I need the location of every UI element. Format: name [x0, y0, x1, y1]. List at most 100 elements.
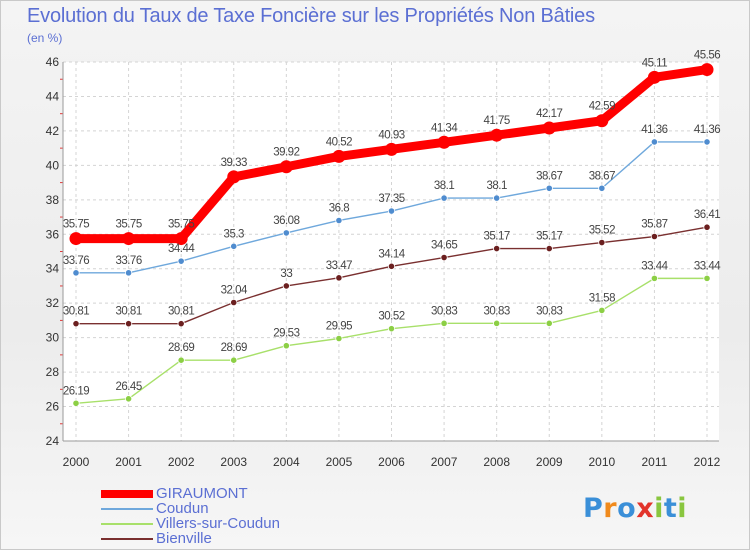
data-label: 38.67 — [536, 170, 562, 182]
data-point — [598, 306, 606, 315]
data-label: 42.17 — [536, 108, 562, 120]
data-point — [440, 319, 448, 327]
data-point — [595, 114, 609, 128]
data-point — [124, 269, 133, 277]
data-point — [650, 274, 659, 282]
y-tick-label: 30 — [46, 331, 60, 345]
data-point — [490, 128, 504, 142]
data-label: 39.92 — [273, 147, 299, 159]
x-tick-label: 2005 — [326, 455, 353, 469]
x-tick-label: 2011 — [642, 455, 668, 469]
y-tick-label: 26 — [46, 400, 60, 414]
data-point — [545, 184, 553, 192]
data-label: 35.75 — [168, 219, 194, 231]
x-tick-label: 2004 — [273, 455, 300, 469]
data-label: 41.36 — [641, 124, 667, 136]
y-tick-label: 38 — [46, 193, 60, 207]
x-tick-label: 2001 — [115, 455, 142, 469]
data-point — [174, 232, 188, 246]
data-label: 41.75 — [484, 115, 510, 127]
data-label: 34.65 — [431, 240, 457, 252]
data-label: 40.52 — [326, 136, 352, 148]
data-point — [387, 325, 396, 333]
data-point — [122, 232, 136, 246]
data-label: 36.8 — [329, 202, 349, 214]
data-label: 36.08 — [273, 215, 299, 227]
data-point — [177, 257, 185, 265]
data-point — [335, 334, 343, 343]
data-point — [72, 320, 80, 328]
x-tick-label: 2010 — [588, 455, 615, 469]
y-tick-label: 28 — [46, 365, 60, 379]
data-point — [72, 269, 80, 277]
proxiti-logo: Proxiti — [583, 493, 687, 524]
legend-label: Coudun — [156, 500, 209, 517]
data-label: 34.14 — [378, 248, 405, 260]
data-label: 30.81 — [115, 306, 141, 318]
legend-swatch — [101, 537, 153, 540]
y-tick-label: 34 — [46, 262, 60, 276]
data-point — [545, 319, 553, 327]
data-point — [440, 194, 448, 202]
logo-letter: i — [677, 493, 688, 524]
data-label: 41.34 — [431, 122, 458, 134]
data-point — [230, 298, 238, 307]
data-label: 35.75 — [63, 219, 89, 231]
data-point — [700, 63, 714, 77]
data-label: 28.69 — [221, 342, 247, 354]
data-point — [282, 229, 290, 237]
data-label: 26.19 — [63, 385, 89, 397]
data-point — [230, 242, 238, 250]
legend-label: Villers-sur-Coudun — [156, 515, 280, 532]
data-point — [335, 216, 343, 225]
data-point — [493, 244, 501, 253]
x-tick-label: 2012 — [694, 455, 721, 469]
data-point — [650, 138, 659, 146]
data-point — [545, 244, 553, 253]
data-label: 38.67 — [589, 170, 615, 182]
data-label: 45.56 — [694, 50, 720, 62]
data-label: 33.76 — [115, 255, 141, 267]
data-label: 29.53 — [273, 328, 299, 340]
logo-letter: r — [603, 493, 618, 524]
data-label: 30.83 — [431, 305, 457, 317]
x-tick-label: 2000 — [63, 455, 90, 469]
data-label: 35.75 — [115, 219, 141, 231]
data-point — [703, 223, 711, 231]
data-label: 33 — [280, 268, 292, 280]
data-point — [598, 184, 606, 192]
data-label: 33.47 — [326, 260, 352, 272]
legend-label: Bienville — [156, 530, 212, 547]
data-point — [703, 138, 711, 146]
data-point — [332, 149, 346, 163]
data-point — [124, 320, 133, 328]
data-label: 38.1 — [486, 180, 506, 192]
data-point — [282, 342, 290, 350]
chart-subtitle: (en %) — [27, 31, 63, 45]
data-label: 33.44 — [641, 260, 668, 272]
logo-letter: t — [663, 493, 678, 524]
data-label: 36.41 — [694, 209, 720, 221]
data-point — [230, 356, 238, 364]
data-label: 30.52 — [378, 311, 404, 323]
y-tick-label: 42 — [46, 124, 60, 138]
data-point — [440, 253, 448, 262]
x-tick-label: 2008 — [483, 455, 510, 469]
x-tick-label: 2003 — [220, 455, 247, 469]
data-label: 26.45 — [115, 381, 141, 393]
data-point — [69, 232, 83, 246]
data-point — [598, 238, 606, 247]
x-tick-label: 2006 — [378, 455, 405, 469]
legend-swatch — [101, 489, 153, 498]
data-label: 30.83 — [536, 305, 562, 317]
x-tick-label: 2009 — [536, 455, 563, 469]
data-label: 30.81 — [63, 306, 89, 318]
legend-item: Coudun — [101, 501, 280, 516]
x-tick-label: 2007 — [431, 455, 458, 469]
y-tick-label: 36 — [46, 227, 60, 241]
data-label: 32.04 — [221, 284, 248, 296]
data-point — [282, 282, 290, 290]
data-point — [493, 319, 501, 327]
legend-item: GIRAUMONT — [101, 486, 280, 501]
data-point — [387, 262, 396, 270]
